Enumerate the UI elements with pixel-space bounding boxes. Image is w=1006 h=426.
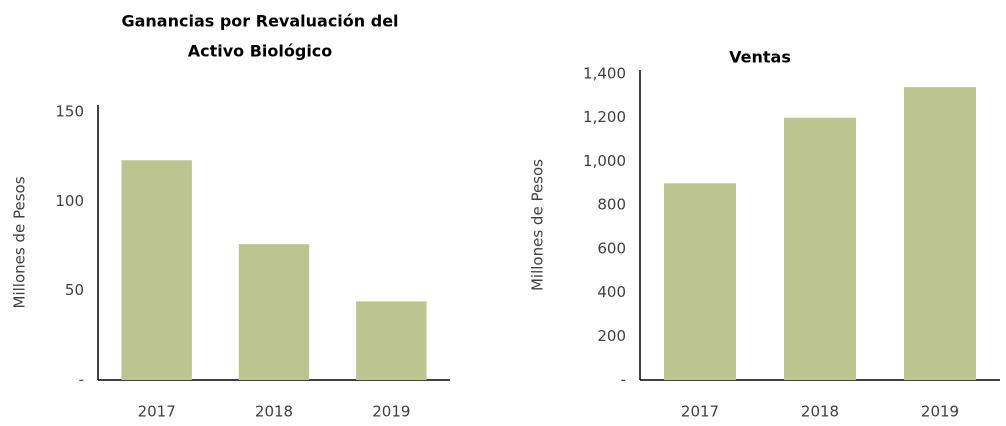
bar: [904, 87, 976, 380]
y-tick-label: 50: [65, 281, 84, 299]
y-tick-label: 400: [597, 283, 626, 301]
y-tick-label: 1,400: [583, 65, 626, 83]
y-tick-label: 100: [55, 192, 84, 210]
x-tick-label: 2017: [138, 403, 176, 421]
bar: [664, 183, 736, 380]
bar: [121, 160, 192, 380]
y-axis-label: Millones de Pesos: [529, 159, 547, 291]
x-tick-label: 2018: [801, 403, 839, 421]
chart-title: Ganancias por Revaluación del: [121, 12, 398, 31]
chart-title: Ventas: [729, 48, 791, 67]
y-axis-label: Millones de Pesos: [11, 176, 29, 308]
y-tick-label: 600: [597, 239, 626, 257]
y-tick-label: 800: [597, 196, 626, 214]
y-tick-label: -: [79, 371, 84, 389]
y-tick-label: 1,000: [583, 152, 626, 170]
x-tick-label: 2017: [681, 403, 719, 421]
y-tick-label: 200: [597, 327, 626, 345]
bar: [784, 117, 856, 380]
x-tick-label: 2018: [255, 403, 293, 421]
bar: [238, 244, 310, 380]
bar: [356, 301, 427, 380]
y-tick-label: 1,200: [583, 108, 626, 126]
x-tick-label: 2019: [372, 403, 410, 421]
x-tick-label: 2019: [921, 403, 959, 421]
chart-title: Activo Biológico: [188, 42, 333, 61]
y-tick-label: -: [621, 371, 626, 389]
y-tick-label: 150: [55, 103, 84, 121]
